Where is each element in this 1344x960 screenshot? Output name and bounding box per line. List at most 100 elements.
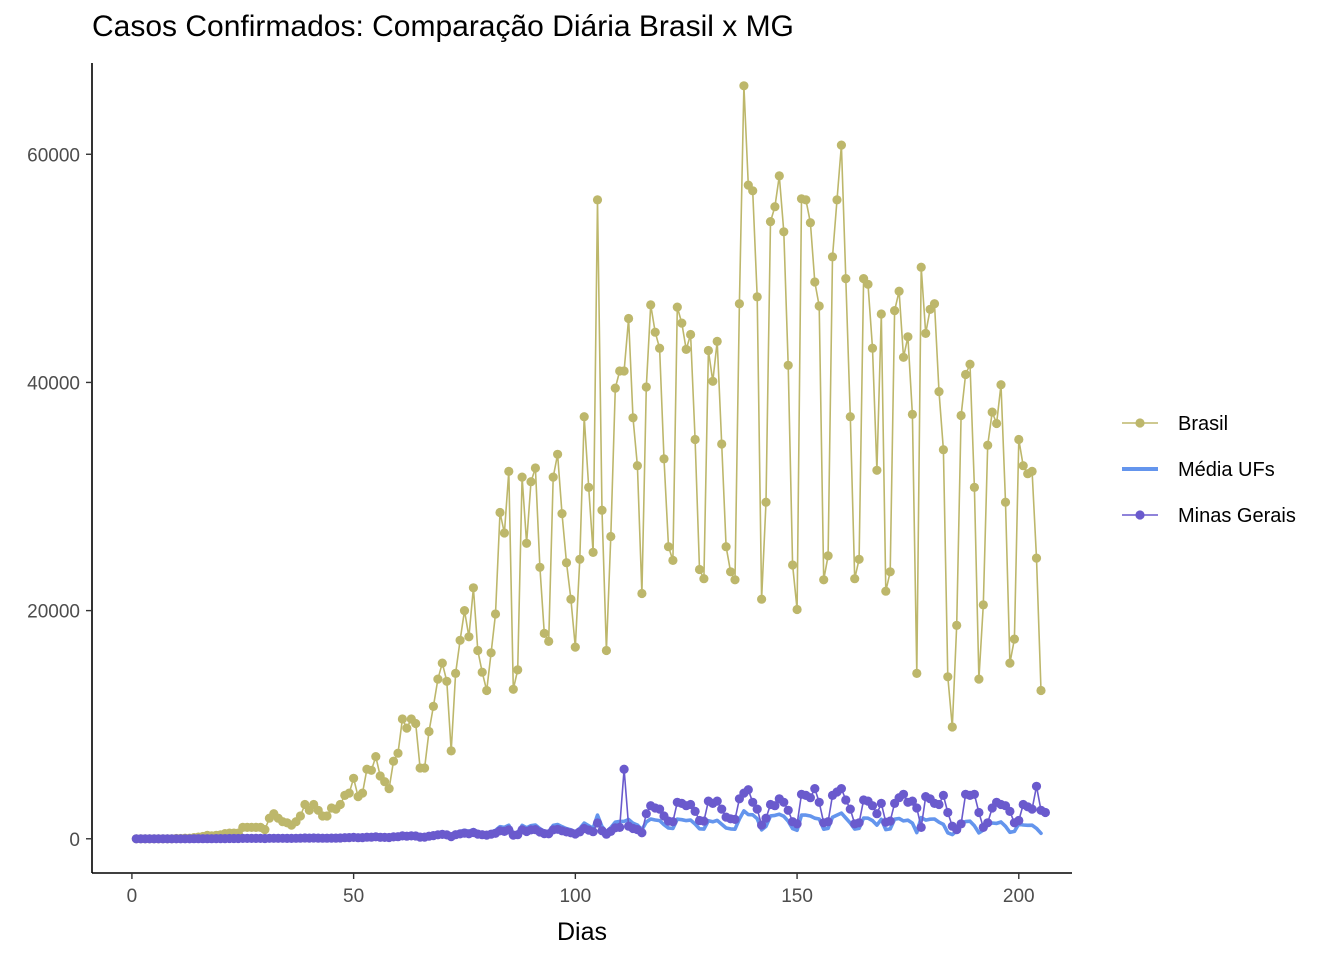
- series-mg: [131, 764, 1050, 844]
- data-point-mg: [641, 809, 651, 819]
- data-point-brasil: [703, 345, 714, 356]
- data-point-mg: [655, 804, 665, 814]
- chart-title: Casos Confirmados: Comparação Diária Bra…: [92, 10, 794, 43]
- data-point-brasil: [779, 227, 789, 237]
- data-point-brasil: [694, 564, 705, 575]
- data-point-brasil: [992, 418, 1002, 429]
- data-point-brasil: [712, 336, 722, 346]
- series-brasil: [131, 81, 1046, 844]
- data-point-mg: [783, 805, 793, 815]
- data-point-mg: [690, 806, 700, 817]
- data-point-brasil: [792, 604, 802, 615]
- data-point-brasil: [335, 799, 345, 810]
- data-point-brasil: [854, 554, 864, 564]
- data-point-brasil: [388, 756, 399, 766]
- data-point-mg: [615, 822, 625, 833]
- y-tick-label: 60000: [27, 145, 80, 166]
- data-point-brasil: [748, 186, 758, 196]
- data-point-brasil: [442, 676, 452, 686]
- data-point-brasil: [677, 318, 687, 328]
- legend-item-media: Média UFs: [1122, 459, 1275, 481]
- data-point-brasil: [739, 81, 749, 91]
- data-point-brasil: [366, 765, 376, 775]
- data-point-brasil: [956, 410, 966, 421]
- data-point-brasil: [655, 343, 665, 353]
- data-point-brasil: [402, 723, 412, 733]
- data-point-brasil: [588, 547, 598, 558]
- data-point-brasil: [943, 672, 953, 682]
- data-point-mg: [814, 797, 824, 807]
- data-point-brasil: [459, 606, 470, 616]
- data-point-brasil: [1009, 634, 1020, 644]
- data-point-mg: [876, 798, 886, 809]
- legend-label-media: Média UFs: [1178, 459, 1275, 481]
- data-point-brasil: [1036, 685, 1046, 696]
- series-layer: [131, 81, 1050, 844]
- data-point-brasil: [788, 560, 798, 570]
- data-point-brasil: [486, 648, 496, 658]
- data-point-brasil: [663, 542, 674, 552]
- data-point-mg: [1040, 807, 1050, 818]
- data-point-brasil: [890, 306, 900, 316]
- data-point-mg: [907, 796, 918, 806]
- legend-item-mg: Minas Gerais: [1122, 505, 1296, 527]
- data-point-mg: [916, 822, 926, 833]
- legend-item-brasil: Brasil: [1122, 413, 1228, 435]
- data-point-brasil: [686, 329, 696, 340]
- data-point-brasil: [978, 600, 988, 610]
- data-point-brasil: [553, 449, 563, 459]
- data-point-brasil: [575, 554, 585, 564]
- data-point-brasil: [774, 171, 784, 181]
- data-point-mg: [637, 828, 647, 838]
- data-point-brasil: [757, 594, 767, 604]
- data-point-brasil: [357, 788, 368, 798]
- data-point-brasil: [295, 811, 305, 821]
- data-point-brasil: [726, 567, 736, 577]
- data-point-brasil: [708, 376, 718, 386]
- data-point-brasil: [912, 668, 922, 679]
- data-point-mg: [1005, 806, 1015, 817]
- data-point-brasil: [1000, 497, 1011, 507]
- data-point-brasil: [987, 407, 997, 417]
- data-point-brasil: [761, 497, 771, 507]
- data-point-brasil: [974, 674, 984, 684]
- data-point-brasil: [397, 714, 407, 724]
- data-point-brasil: [752, 292, 762, 302]
- data-point-mg: [792, 819, 802, 829]
- data-point-mg: [836, 784, 847, 794]
- data-point-brasil: [668, 555, 678, 566]
- data-point-brasil: [690, 434, 700, 445]
- data-point-mg: [770, 801, 780, 811]
- data-point-brasil: [681, 344, 691, 354]
- data-point-brasil: [490, 609, 501, 619]
- data-point-brasil: [384, 784, 394, 794]
- data-point-brasil: [610, 383, 620, 393]
- data-point-brasil: [659, 454, 669, 464]
- data-point-brasil: [539, 628, 549, 639]
- data-point-mg: [810, 784, 820, 794]
- data-point-brasil: [770, 202, 780, 212]
- data-point-mg: [686, 799, 696, 810]
- x-axis-title: Dias: [557, 918, 607, 946]
- data-point-brasil: [898, 352, 909, 362]
- data-point-brasil: [814, 301, 824, 311]
- data-point-mg: [1014, 815, 1024, 826]
- data-point-mg: [872, 809, 882, 819]
- data-point-mg: [938, 790, 949, 801]
- data-point-brasil: [827, 252, 838, 262]
- data-point-brasil: [1031, 553, 1042, 563]
- data-point-brasil: [823, 551, 833, 561]
- axes: 0 20000 40000 60000 0 50 100 150 200: [27, 63, 1072, 907]
- data-point-brasil: [850, 574, 860, 584]
- legend-marker-brasil: [1135, 418, 1145, 428]
- data-point-mg: [592, 818, 603, 828]
- data-point-brasil: [561, 558, 572, 568]
- data-point-brasil: [433, 674, 443, 684]
- data-point-mg: [588, 827, 598, 837]
- data-point-brasil: [566, 594, 576, 604]
- legend-label-mg: Minas Gerais: [1178, 505, 1296, 527]
- data-point-brasil: [619, 366, 629, 376]
- data-point-mg: [898, 789, 909, 799]
- data-point-brasil: [530, 463, 541, 473]
- data-point-brasil: [1018, 461, 1028, 471]
